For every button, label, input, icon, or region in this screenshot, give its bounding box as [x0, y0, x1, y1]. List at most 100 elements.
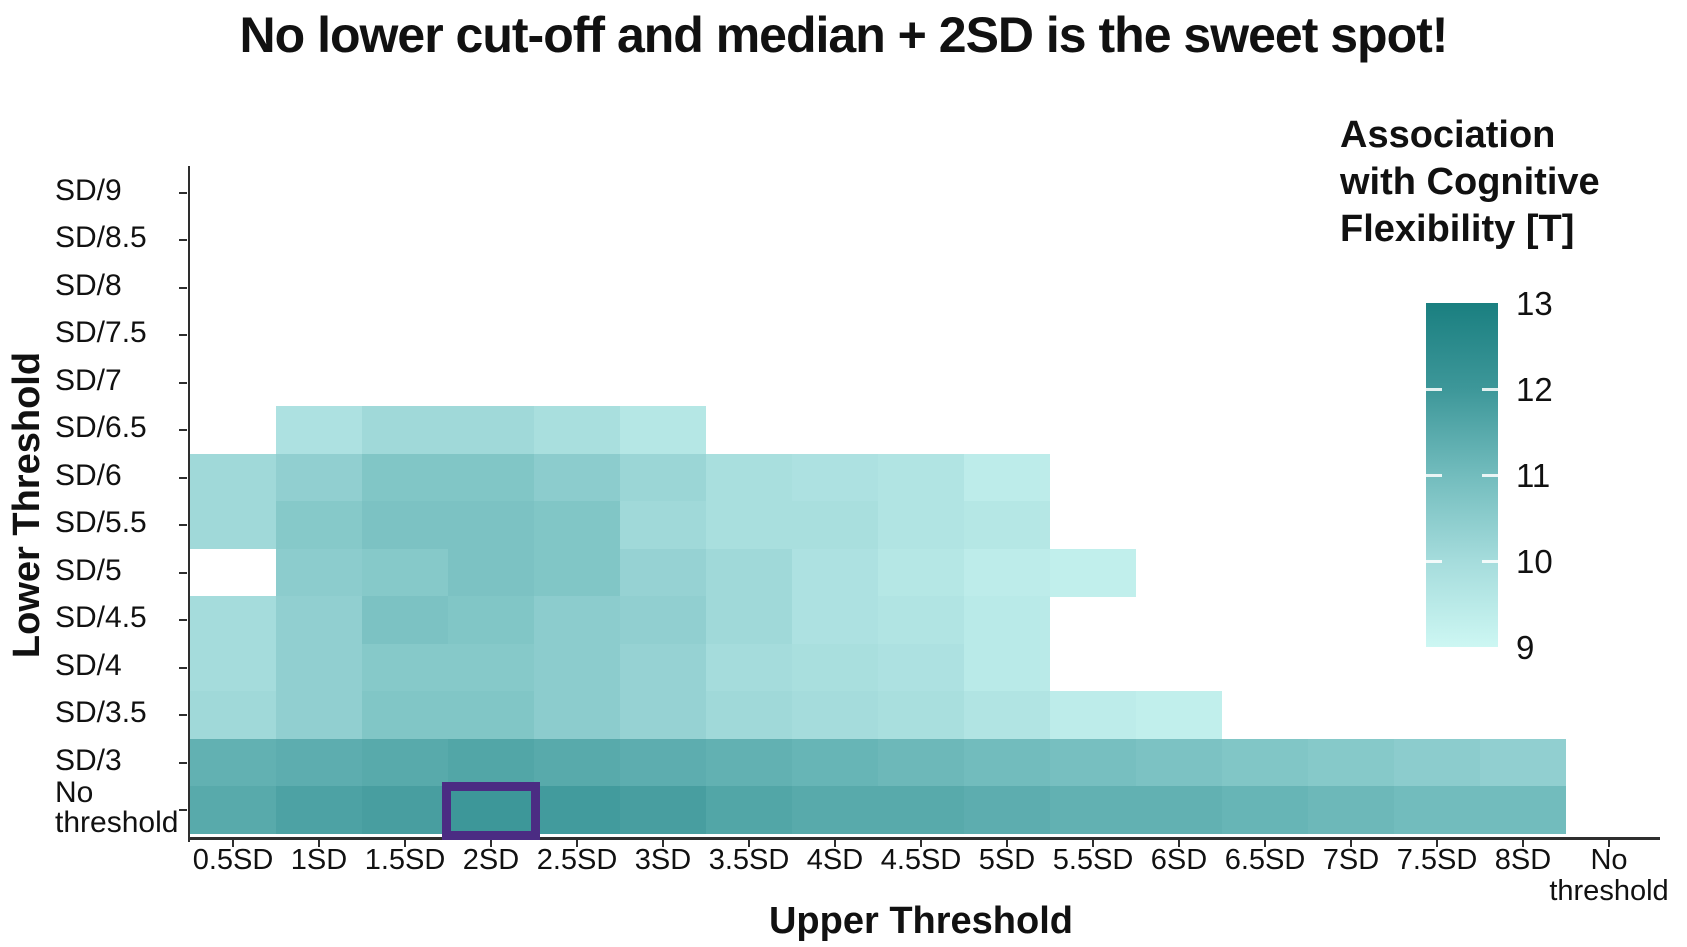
heatmap-cell: [877, 786, 965, 835]
heatmap-cell: [791, 596, 879, 645]
heatmap-cell: [619, 406, 707, 455]
heatmap-cell: [533, 691, 621, 740]
y-tick: [179, 809, 187, 812]
x-tick: [1006, 839, 1008, 847]
highlight-box: [442, 781, 540, 840]
legend-tick-mark: [1482, 474, 1498, 477]
heatmap-cell: [705, 643, 793, 692]
legend-tick-label: 12: [1516, 371, 1553, 408]
heatmap-cell: [361, 643, 449, 692]
x-tick: [920, 839, 922, 847]
heatmap-cell: [1479, 786, 1567, 835]
y-tick-label: SD/5: [55, 553, 122, 587]
heatmap-cell: [791, 643, 879, 692]
heatmap-cell: [189, 501, 277, 550]
y-tick-label: SD/4.5: [55, 601, 147, 635]
x-tick: [490, 839, 492, 847]
x-tick: [232, 839, 234, 847]
heatmap-cell: [275, 691, 363, 740]
y-tick-label: SD/3: [55, 743, 122, 777]
x-tick-label: 5.5SD: [1052, 844, 1134, 876]
heatmap-cell: [189, 596, 277, 645]
x-tick: [1178, 839, 1180, 847]
heatmap-cell: [189, 738, 277, 787]
x-tick: [1522, 839, 1524, 847]
x-tick-label: 0.5SD: [192, 844, 274, 876]
y-tick: [179, 714, 187, 717]
heatmap-cell: [275, 453, 363, 502]
y-tick-label: SD/7: [55, 363, 122, 397]
heatmap-cell: [533, 501, 621, 550]
y-tick-label: SD/5.5: [55, 506, 147, 540]
y-axis-title: Lower Threshold: [6, 351, 48, 659]
heatmap-cell: [1307, 786, 1395, 835]
x-tick-label: 7SD: [1322, 844, 1380, 876]
y-tick-label: SD/7.5: [55, 316, 147, 350]
x-tick-label: 2.5SD: [536, 844, 618, 876]
heatmap-cell: [361, 453, 449, 502]
heatmap-cell: [619, 596, 707, 645]
x-tick: [834, 839, 836, 847]
heatmap-cell: [1135, 786, 1223, 835]
legend-tick-label: 11: [1516, 457, 1551, 494]
x-tick-label: 4SD: [806, 844, 864, 876]
heatmap-cell: [705, 501, 793, 550]
heatmap-cell: [705, 786, 793, 835]
heatmap-cell: [447, 643, 535, 692]
heatmap-cell: [361, 501, 449, 550]
heatmap-cell: [447, 406, 535, 455]
heatmap-cell: [877, 501, 965, 550]
x-tick: [318, 839, 320, 847]
y-tick-label: SD/8: [55, 268, 122, 302]
x-tick-label: 1.5SD: [364, 844, 446, 876]
heatmap-cell: [533, 643, 621, 692]
heatmap-cell: [877, 738, 965, 787]
heatmap-cell: [1049, 786, 1137, 835]
x-tick-label: 3.5SD: [708, 844, 790, 876]
heatmap-cell: [963, 453, 1051, 502]
y-tick: [179, 239, 187, 242]
heatmap-cell: [791, 548, 879, 597]
heatmap-cell: [361, 548, 449, 597]
x-tick-label: 5SD: [978, 844, 1036, 876]
heatmap-cell: [1049, 691, 1137, 740]
heatmap-cell: [361, 406, 449, 455]
heatmap-cell: [275, 786, 363, 835]
legend-tick-mark: [1426, 388, 1442, 391]
x-tick-label: 7.5SD: [1396, 844, 1478, 876]
heatmap-cell: [275, 501, 363, 550]
heatmap-cell: [1393, 786, 1481, 835]
heatmap-cell: [447, 548, 535, 597]
y-tick-label: SD/4: [55, 648, 122, 682]
legend-tick-mark: [1426, 474, 1442, 477]
x-axis-line: [187, 837, 1660, 840]
x-tick: [748, 839, 750, 847]
x-tick-label: No threshold: [1549, 844, 1669, 907]
chart-title: No lower cut-off and median + 2SD is the…: [239, 7, 1449, 63]
x-axis-title: Upper Threshold: [768, 900, 1074, 942]
heatmap-cell: [275, 596, 363, 645]
heatmap-cell: [877, 596, 965, 645]
heatmap-cell: [189, 643, 277, 692]
y-tick: [179, 524, 187, 527]
legend-tick-mark: [1482, 560, 1498, 563]
heatmap-cell: [533, 738, 621, 787]
heatmap-cell: [447, 596, 535, 645]
y-tick-label: SD/9: [55, 173, 122, 207]
legend-tick-label: 13: [1516, 285, 1553, 322]
heatmap-cell: [361, 596, 449, 645]
x-tick-label: 6.5SD: [1224, 844, 1306, 876]
x-tick-label: 4.5SD: [880, 844, 962, 876]
heatmap-cell: [1135, 691, 1223, 740]
heatmap-cell: [533, 786, 621, 835]
y-tick: [179, 761, 187, 764]
y-tick-label: No threshold: [55, 776, 179, 840]
heatmap-cell: [877, 548, 965, 597]
heatmap-cell: [275, 643, 363, 692]
heatmap-cell: [1135, 738, 1223, 787]
heatmap-cell: [361, 691, 449, 740]
x-tick: [1264, 839, 1266, 847]
heatmap-cell: [619, 453, 707, 502]
heatmap-cell: [361, 738, 449, 787]
